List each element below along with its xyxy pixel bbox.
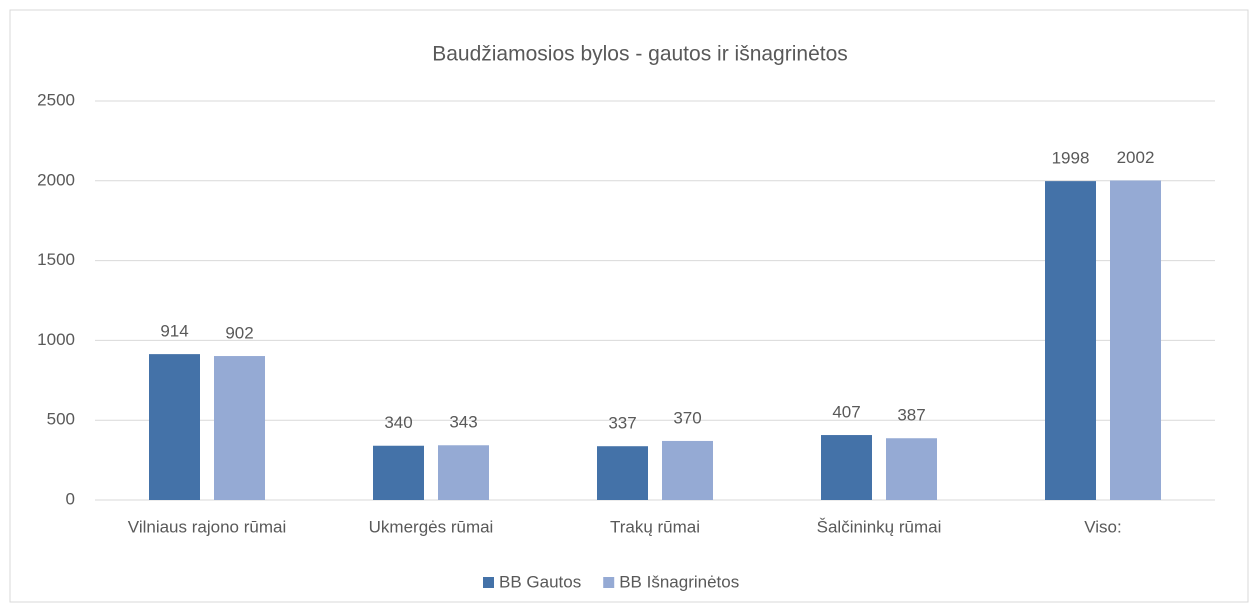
data-label: 407 bbox=[832, 403, 860, 422]
data-label: 370 bbox=[673, 408, 701, 427]
data-label: 1998 bbox=[1052, 149, 1090, 168]
legend-label: BB Gautos bbox=[499, 572, 581, 591]
bar bbox=[886, 438, 937, 500]
data-label: 902 bbox=[225, 324, 253, 343]
bar bbox=[438, 445, 489, 500]
legend-label: BB Išnagrinėtos bbox=[619, 572, 739, 591]
bar bbox=[1045, 181, 1096, 500]
x-tick-label: Šalčininkų rūmai bbox=[817, 517, 942, 536]
bar bbox=[821, 435, 872, 500]
x-tick-label: Trakų rūmai bbox=[610, 517, 700, 536]
bar bbox=[1110, 180, 1161, 500]
chart-title: Baudžiamosios bylos - gautos ir išnagrin… bbox=[432, 43, 848, 66]
y-tick-label: 500 bbox=[47, 410, 75, 429]
data-label: 914 bbox=[160, 322, 188, 341]
data-label: 387 bbox=[897, 406, 925, 425]
legend-swatch bbox=[483, 577, 494, 588]
x-tick-label: Viso: bbox=[1084, 517, 1122, 536]
data-label: 2002 bbox=[1117, 148, 1155, 167]
bar bbox=[597, 446, 648, 500]
y-tick-label: 2500 bbox=[37, 90, 75, 109]
chart-frame bbox=[9, 9, 1249, 603]
y-tick-label: 1500 bbox=[37, 250, 75, 269]
bar bbox=[373, 445, 424, 500]
data-label: 337 bbox=[608, 414, 636, 433]
bar bbox=[149, 354, 200, 500]
bar bbox=[662, 440, 713, 500]
data-label: 343 bbox=[449, 413, 477, 432]
x-tick-label: Ukmergės rūmai bbox=[369, 517, 494, 536]
data-label: 340 bbox=[384, 413, 412, 432]
y-tick-label: 1000 bbox=[37, 330, 75, 349]
bar bbox=[214, 356, 265, 500]
x-tick-label: Vilniaus rajono rūmai bbox=[128, 517, 286, 536]
legend-swatch bbox=[603, 577, 615, 588]
y-tick-label: 0 bbox=[66, 489, 75, 508]
y-tick-label: 2000 bbox=[37, 170, 75, 189]
